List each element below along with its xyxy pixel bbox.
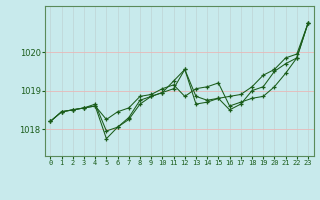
Text: Graphe pression niveau de la mer (hPa): Graphe pression niveau de la mer (hPa) <box>58 184 262 194</box>
